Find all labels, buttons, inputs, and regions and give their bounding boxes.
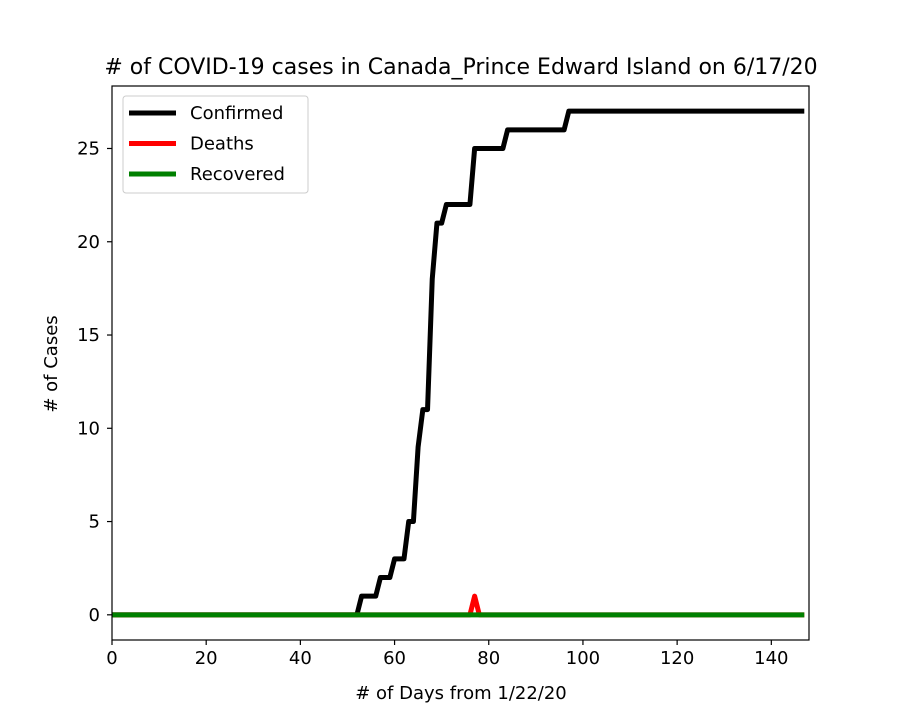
x-tick-label: 100 <box>566 648 600 669</box>
y-tick-label: 15 <box>77 325 100 346</box>
legend-label-confirmed: Confirmed <box>190 103 283 124</box>
y-tick-label: 10 <box>77 418 100 439</box>
x-tick-label: 80 <box>477 648 500 669</box>
y-tick-label: 5 <box>89 512 100 533</box>
x-tick-label: 40 <box>289 648 312 669</box>
y-axis-label: # of Cases <box>41 315 62 412</box>
x-tick-label: 0 <box>106 648 117 669</box>
x-axis-ticks: 0 20 40 60 80 100 120 140 <box>106 640 789 669</box>
legend: Confirmed Deaths Recovered <box>122 95 309 194</box>
x-tick-label: 120 <box>660 648 694 669</box>
y-tick-label: 20 <box>77 232 100 253</box>
plot-area-frame <box>111 85 810 641</box>
legend-label-deaths: Deaths <box>190 134 254 155</box>
series-line-confirmed <box>112 108 805 618</box>
y-tick-label: 0 <box>89 605 100 626</box>
x-tick-label: 60 <box>383 648 406 669</box>
plot-series <box>112 108 805 618</box>
x-axis-label: # of Days from 1/22/20 <box>355 683 567 704</box>
y-tick-label: 25 <box>77 138 100 159</box>
chart-title: # of COVID-19 cases in Canada_Prince Edw… <box>104 55 817 80</box>
x-tick-label: 140 <box>754 648 788 669</box>
legend-box <box>122 95 309 194</box>
legend-label-recovered: Recovered <box>190 164 285 185</box>
x-tick-label: 20 <box>195 648 218 669</box>
y-axis-ticks: 0 5 10 15 20 25 <box>77 138 112 626</box>
